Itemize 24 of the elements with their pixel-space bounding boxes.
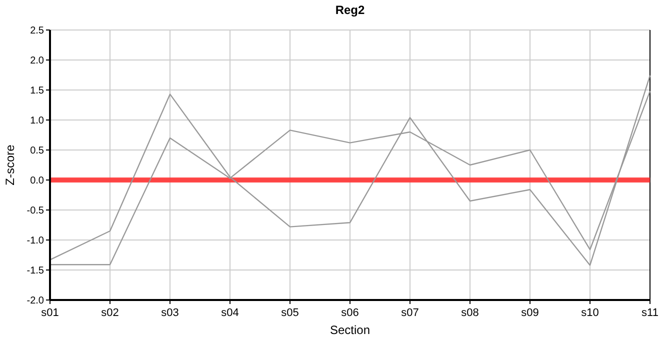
x-tick-label: s03 xyxy=(161,307,179,319)
y-axis-title: Z-score xyxy=(3,144,17,186)
y-tick-label: 2.0 xyxy=(30,56,44,66)
chart-title: Reg2 xyxy=(335,3,365,17)
y-tick-label: -1.0 xyxy=(26,236,44,246)
x-tick-label: s09 xyxy=(521,307,539,319)
y-tick-label: -0.5 xyxy=(26,206,44,216)
x-tick-label: s06 xyxy=(341,307,359,319)
x-tick-label: s10 xyxy=(581,307,599,319)
x-tick-label: s02 xyxy=(101,307,119,319)
x-tick-label: s04 xyxy=(221,307,239,319)
y-tick-label: 2.5 xyxy=(30,26,44,36)
y-tick-label: 1.0 xyxy=(30,116,44,126)
y-tick-label: 0.0 xyxy=(30,176,44,186)
x-tick-label: s01 xyxy=(41,307,59,319)
x-tick-label: s05 xyxy=(281,307,299,319)
y-tick-label: 0.5 xyxy=(30,146,44,156)
y-tick-label: -1.5 xyxy=(26,266,44,276)
y-tick-label: -2.0 xyxy=(26,296,44,306)
x-tick-label: s08 xyxy=(461,307,479,319)
x-axis-title: Section xyxy=(330,323,370,337)
x-tick-label: s11 xyxy=(642,307,658,319)
y-tick-label: 1.5 xyxy=(30,86,44,96)
x-tick-label: s07 xyxy=(401,307,419,319)
